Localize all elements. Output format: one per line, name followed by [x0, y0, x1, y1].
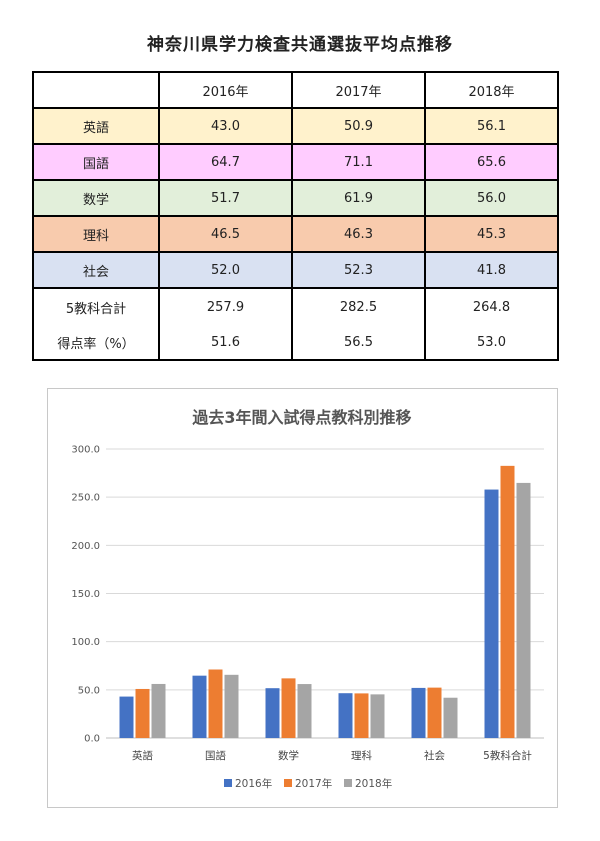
score-cell: 56.0	[424, 179, 559, 217]
bar	[500, 465, 515, 738]
bar-chart: 過去3年間入試得点教科別推移 0.0 50.0 100.0 150.0 200.0 250…	[71, 408, 544, 790]
bar	[484, 489, 499, 738]
rate-cell: 53.0	[424, 325, 559, 361]
table-header-cell: 2016年	[158, 71, 293, 109]
bar	[427, 687, 442, 738]
total-cell: 257.9	[158, 287, 293, 325]
subject-label: 国語	[32, 143, 160, 181]
bar	[119, 696, 134, 738]
bar	[192, 675, 207, 738]
x-category-label: 数学	[278, 749, 299, 762]
subject-label: 数学	[32, 179, 160, 217]
x-category-label: 理科	[351, 749, 372, 762]
score-cell: 51.7	[158, 179, 293, 217]
total-cell: 264.8	[424, 287, 559, 325]
bar	[208, 669, 223, 738]
legend-swatch	[224, 779, 232, 787]
page-title: 神奈川県学力検査共通選抜平均点推移	[147, 35, 453, 55]
score-cell: 52.0	[158, 251, 293, 289]
bar	[265, 688, 280, 738]
score-cell: 50.9	[291, 107, 426, 145]
table-row: 数学 51.7 61.9 56.0	[32, 179, 559, 217]
legend-label: 2018年	[355, 777, 392, 790]
y-tick-label: 250.0	[71, 493, 100, 504]
total-cell: 282.5	[291, 287, 426, 325]
x-category-label: 5教科合計	[483, 749, 532, 762]
table-header-cell: 2017年	[291, 71, 426, 109]
table-header-cell: 2018年	[424, 71, 559, 109]
score-cell: 41.8	[424, 251, 559, 289]
bar	[281, 678, 296, 738]
bar	[354, 693, 369, 738]
table-header-cell	[32, 71, 160, 109]
table-row: 理科 46.5 46.3 45.3	[32, 215, 559, 253]
table-header-row: 2016年 2017年 2018年	[32, 71, 559, 109]
x-category-label: 英語	[132, 749, 153, 762]
y-tick-label: 300.0	[71, 445, 100, 456]
bar	[411, 687, 426, 738]
subject-label: 社会	[32, 251, 160, 289]
x-category-label: 社会	[424, 749, 445, 762]
bar	[443, 697, 458, 738]
legend-label: 2016年	[235, 777, 272, 790]
score-cell: 56.1	[424, 107, 559, 145]
rate-cell: 56.5	[291, 325, 426, 361]
score-cell: 46.5	[158, 215, 293, 253]
total-label: 5教科合計	[32, 287, 160, 325]
y-tick-label: 100.0	[71, 637, 100, 648]
score-cell: 43.0	[158, 107, 293, 145]
chart-area: 過去3年間入試得点教科別推移 0.0 50.0 100.0 150.0 200.0 250…	[47, 388, 558, 808]
table-row: 国語 64.7 71.1 65.6	[32, 143, 559, 181]
bar	[151, 683, 166, 738]
legend-swatch	[284, 779, 292, 787]
score-cell: 46.3	[291, 215, 426, 253]
y-tick-label: 200.0	[71, 541, 100, 552]
legend-swatch	[344, 779, 352, 787]
y-tick-label: 0.0	[84, 734, 100, 745]
score-cell: 64.7	[158, 143, 293, 181]
score-table: 2016年 2017年 2018年 英語 43.0 50.9 56.1 国語 64.7 71.1 6…	[32, 71, 559, 361]
score-cell: 65.6	[424, 143, 559, 181]
legend-label: 2017年	[295, 777, 332, 790]
y-tick-label: 50.0	[78, 685, 100, 696]
subject-label: 理科	[32, 215, 160, 253]
score-cell: 61.9	[291, 179, 426, 217]
bar	[370, 694, 385, 738]
table-row: 社会 52.0 52.3 41.8	[32, 251, 559, 289]
score-cell: 52.3	[291, 251, 426, 289]
chart-title: 過去3年間入試得点教科別推移	[191, 408, 411, 427]
rate-cell: 51.6	[158, 325, 293, 361]
rate-label: 得点率（%）	[32, 325, 160, 361]
score-cell: 71.1	[291, 143, 426, 181]
bar	[224, 674, 239, 738]
bar	[338, 693, 353, 738]
x-category-label: 国語	[205, 749, 226, 762]
bar	[135, 688, 150, 738]
table-row-total: 5教科合計 257.9 282.5 264.8	[32, 287, 559, 325]
bar	[297, 684, 312, 738]
subject-label: 英語	[32, 107, 160, 145]
bar	[516, 482, 531, 738]
table-row-rate: 得点率（%） 51.6 56.5 53.0	[32, 325, 559, 361]
y-tick-label: 150.0	[71, 589, 100, 600]
score-cell: 45.3	[424, 215, 559, 253]
table-row: 英語 43.0 50.9 56.1	[32, 107, 559, 145]
